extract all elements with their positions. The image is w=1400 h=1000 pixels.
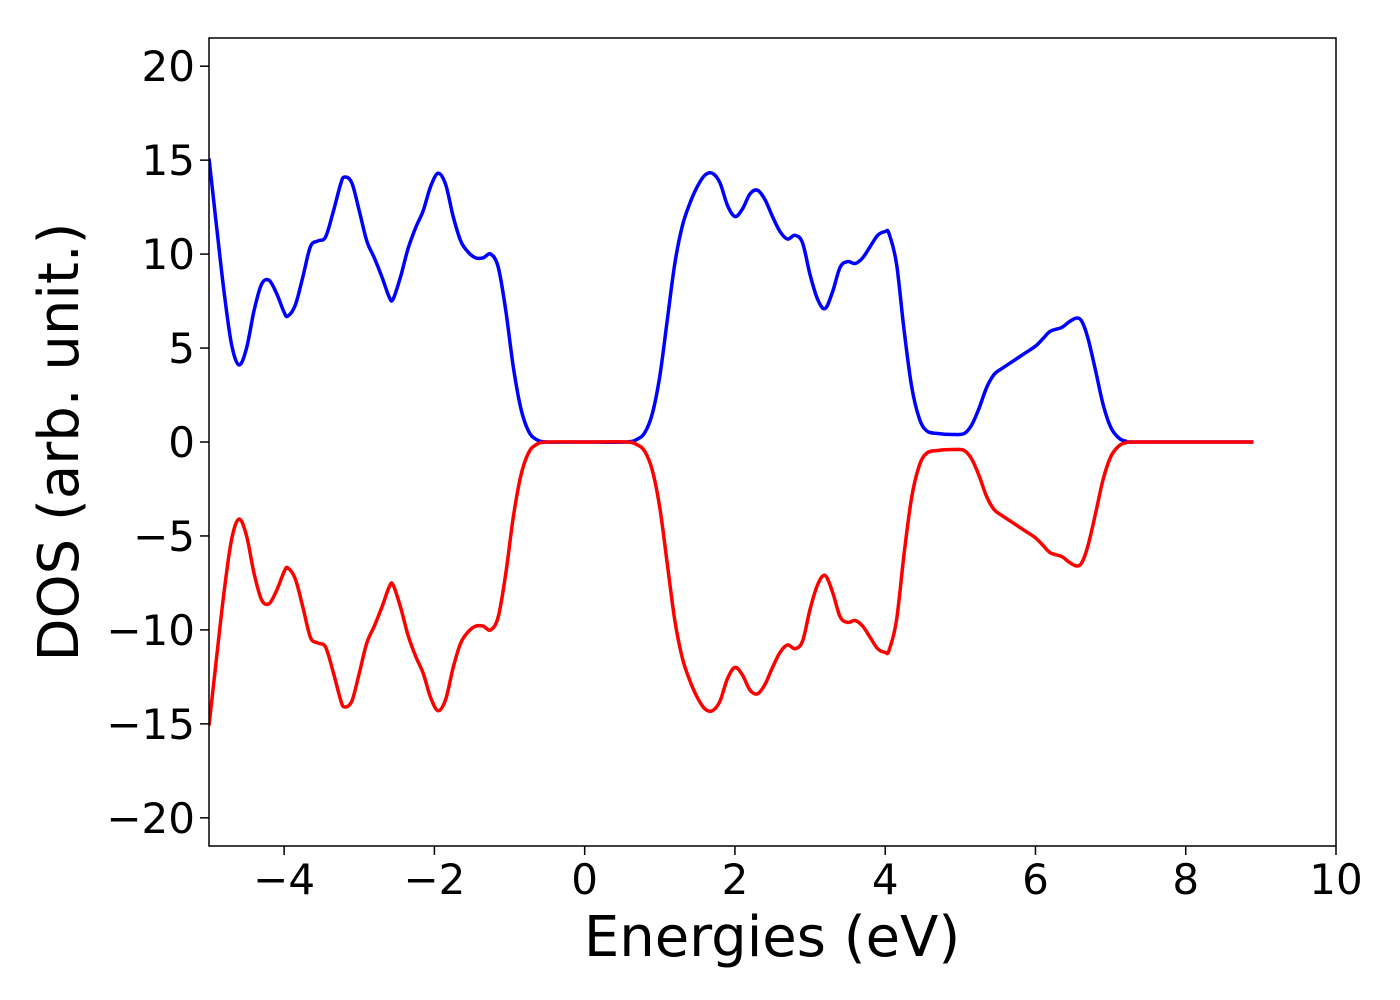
y-tick-label: −20 [106, 794, 195, 843]
y-tick-label: −10 [106, 606, 195, 655]
y-tick-label: 15 [142, 136, 195, 185]
y-axis-ticks: 20 15 10 5 0 −5 −10 −15 −20 [106, 42, 209, 843]
y-tick-label: −5 [133, 512, 195, 561]
x-tick-label: 6 [1022, 855, 1049, 904]
y-axis-label: DOS (arb. unit.) [27, 222, 92, 661]
x-tick-label: 0 [571, 855, 598, 904]
y-tick-label: 20 [142, 42, 195, 91]
y-tick-label: 0 [168, 418, 195, 467]
series-line-red [209, 440, 1254, 726]
series-line-blue [209, 158, 1254, 444]
y-tick-label: 10 [142, 230, 195, 279]
x-tick-label: 2 [722, 855, 749, 904]
x-tick-label: −4 [253, 855, 315, 904]
series-layer [209, 158, 1254, 726]
x-axis-label: Energies (eV) [584, 905, 960, 970]
x-tick-label: 10 [1309, 855, 1362, 904]
x-tick-label: 4 [872, 855, 899, 904]
y-tick-label: 5 [168, 324, 195, 373]
x-tick-label: 8 [1172, 855, 1199, 904]
x-tick-label: −2 [403, 855, 465, 904]
x-axis-ticks: −4 −2 0 2 4 6 8 10 [253, 846, 1363, 904]
y-tick-label: −15 [106, 700, 195, 749]
